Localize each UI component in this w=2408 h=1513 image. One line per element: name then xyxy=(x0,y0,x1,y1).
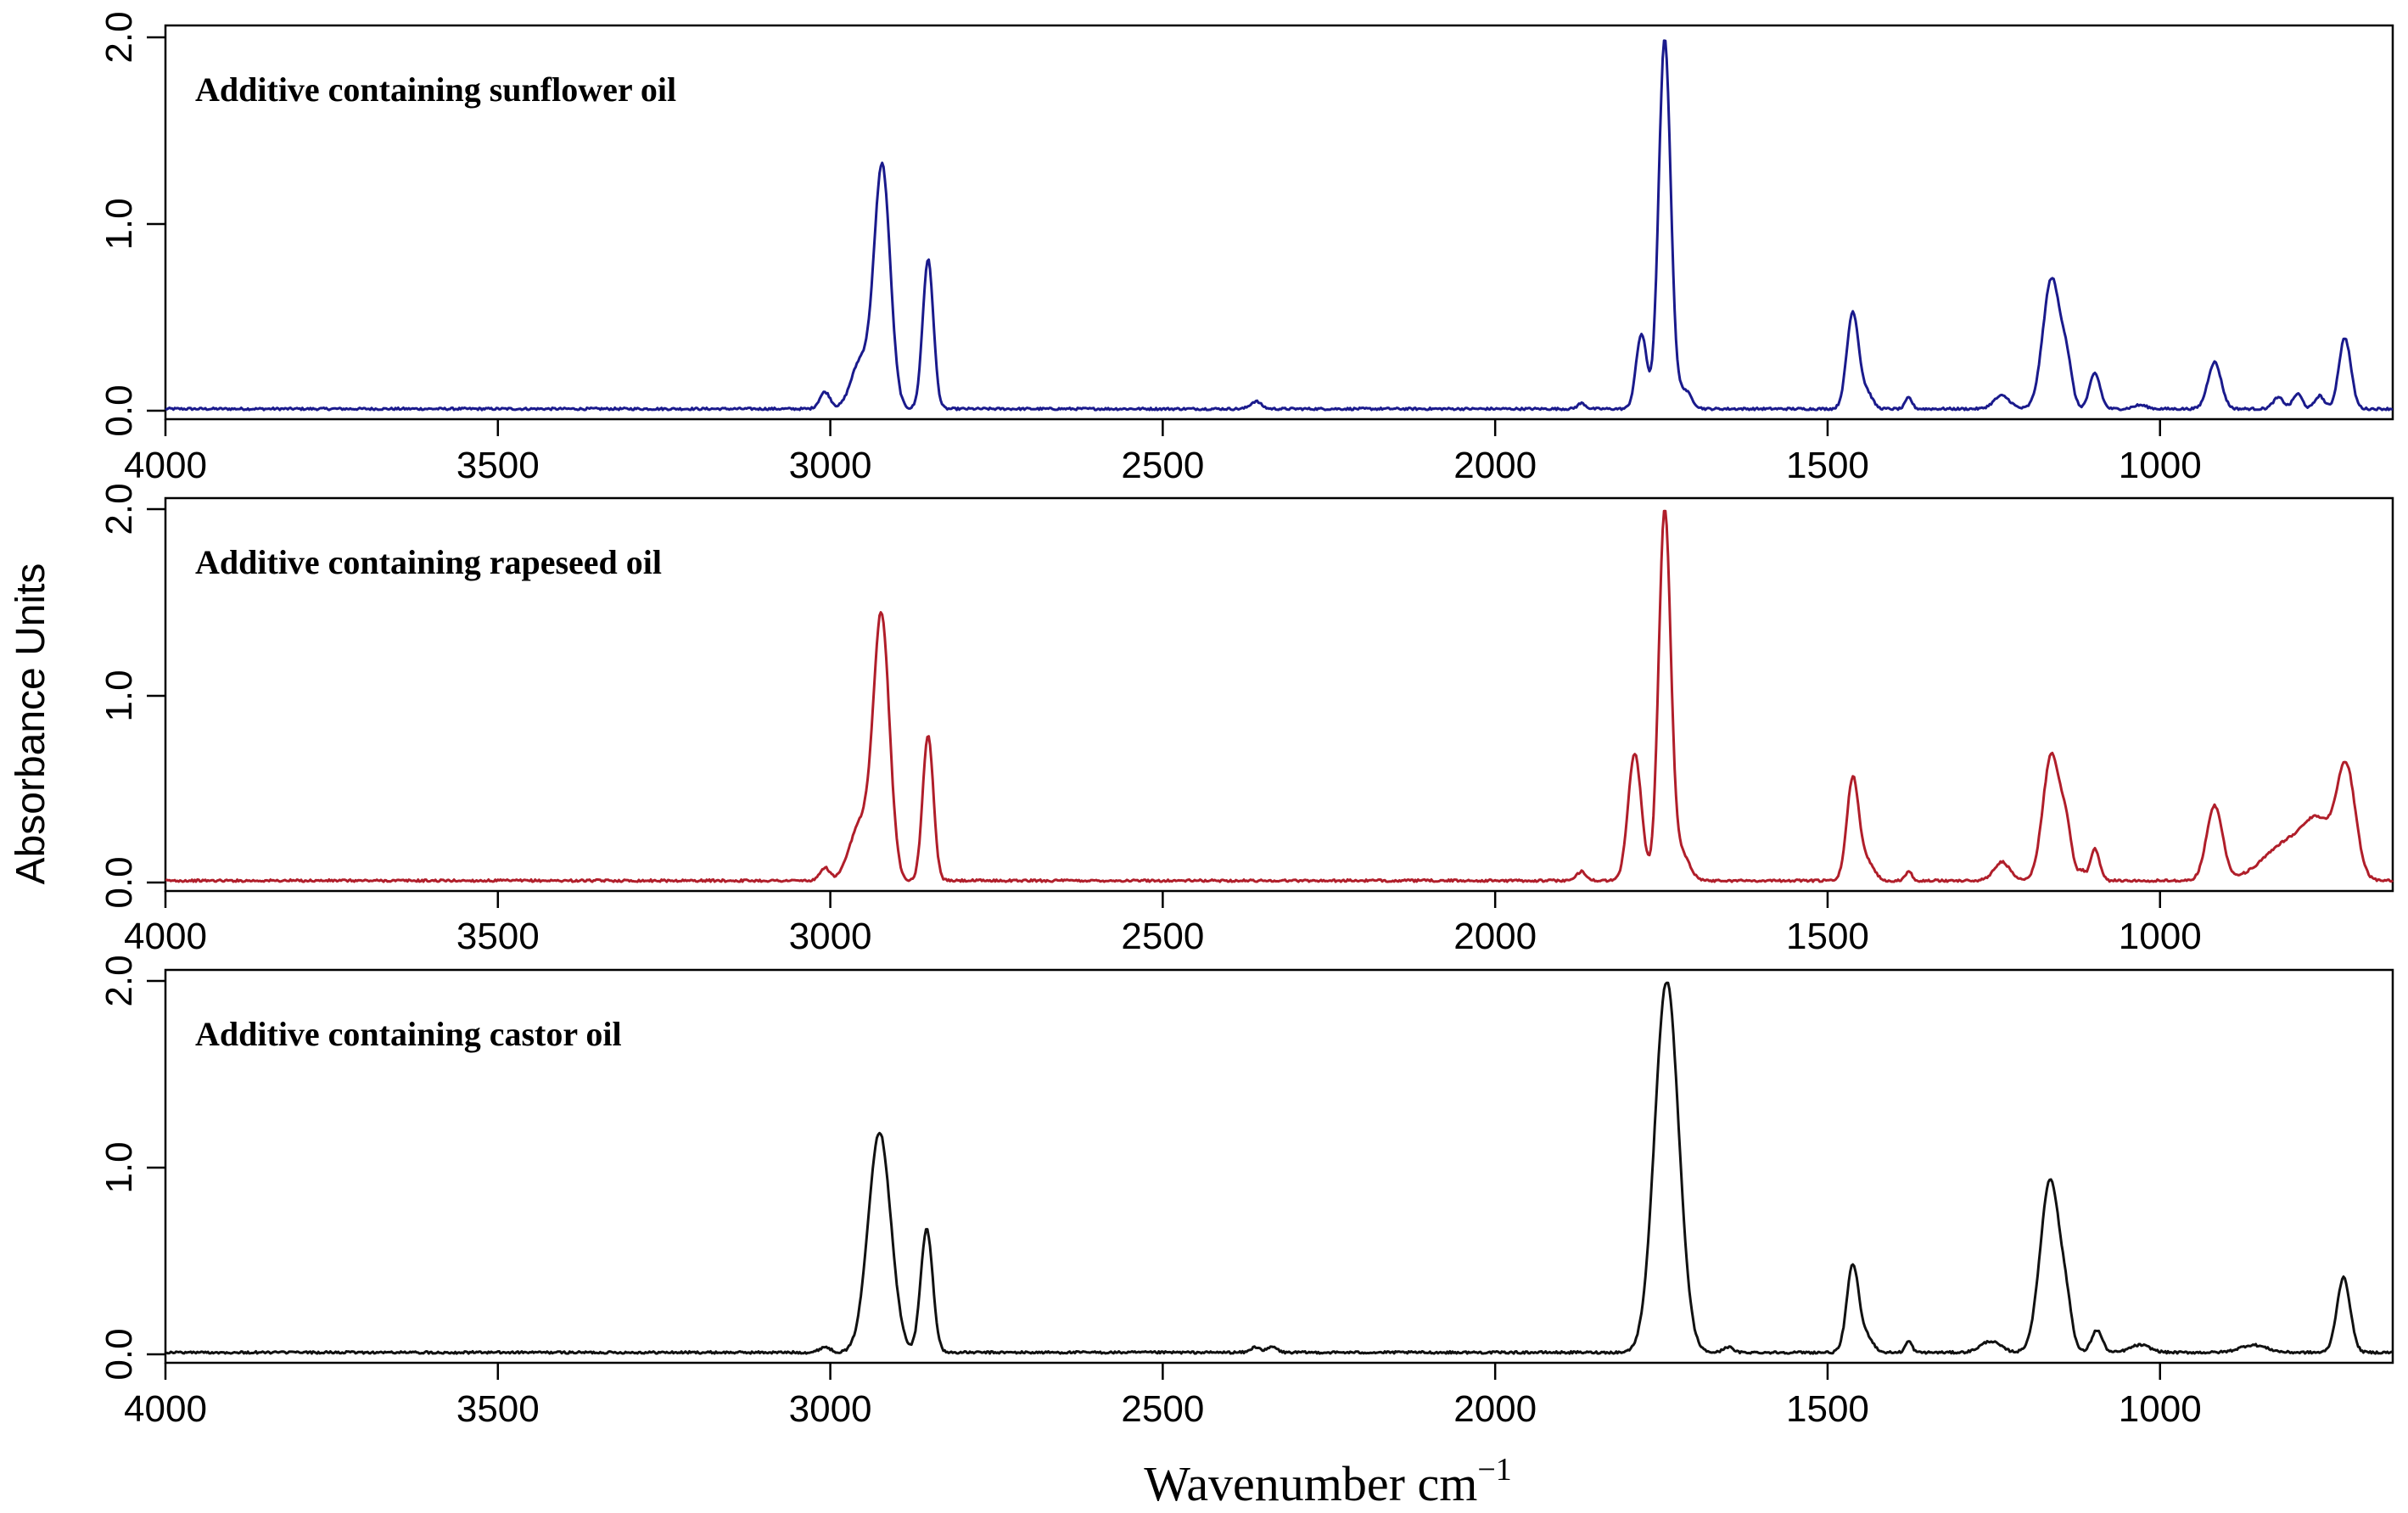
y-tick-label: 2.0 xyxy=(98,11,140,63)
x-tick-label: 2000 xyxy=(1453,445,1537,486)
x-tick-label: 1000 xyxy=(2119,916,2202,957)
x-axis-label-text: Wavenumber cm xyxy=(1144,1456,1477,1511)
panel-title: Additive containing rapeseed oil xyxy=(195,543,662,581)
y-tick-label: 2.0 xyxy=(98,955,140,1006)
x-tick-label: 2500 xyxy=(1121,916,1204,957)
y-tick-label: 2.0 xyxy=(98,483,140,535)
spectrum-line xyxy=(165,39,2394,412)
x-tick-label: 1000 xyxy=(2119,1388,2202,1430)
x-tick-label: 3000 xyxy=(789,445,872,486)
y-tick-label: 0.0 xyxy=(98,856,140,908)
y-tick-label: 1.0 xyxy=(98,670,140,721)
y-tick-label: 1.0 xyxy=(98,1141,140,1193)
panel-title: Additive containing sunflower oil xyxy=(195,70,676,109)
x-axis-label-superscript: −1 xyxy=(1477,1452,1511,1488)
x-tick-label: 2000 xyxy=(1453,1388,1537,1430)
panel-3: 0.0 1.0 2.0 4000 3500 3000 2500 2000 1500 1000 Add… xyxy=(98,955,2394,1430)
x-tick-label: 3500 xyxy=(456,916,540,957)
x-axis-label: Wavenumber cm−1 xyxy=(1144,1452,1512,1511)
x-tick-label: 4000 xyxy=(124,445,207,486)
x-tick-label: 3000 xyxy=(789,916,872,957)
panel-title: Additive containing castor oil xyxy=(195,1015,622,1053)
x-tick-label: 2500 xyxy=(1121,445,1204,486)
x-tick-label: 4000 xyxy=(124,916,207,957)
x-tick-label: 3500 xyxy=(456,1388,540,1430)
x-tick-label: 1500 xyxy=(1786,916,1869,957)
x-tick-label: 4000 xyxy=(124,1388,207,1430)
x-tick-label: 1500 xyxy=(1786,1388,1869,1430)
y-tick-label: 0.0 xyxy=(98,384,140,436)
y-axis-label: Absorbance Units xyxy=(8,563,53,885)
panel-1: 0.0 1.0 2.0 4000 3500 3000 2500 2000 1500 1000 Add… xyxy=(98,11,2394,486)
spectrum-line xyxy=(165,509,2394,883)
spectrum-line xyxy=(165,981,2394,1355)
x-tick-label: 2500 xyxy=(1121,1388,1204,1430)
y-tick-label: 1.0 xyxy=(98,198,140,249)
x-tick-label: 2000 xyxy=(1453,916,1537,957)
y-tick-label: 0.0 xyxy=(98,1328,140,1380)
panel-frame xyxy=(164,24,2394,421)
x-tick-label: 3500 xyxy=(456,445,540,486)
panel-frame xyxy=(164,968,2394,1365)
x-tick-label: 1000 xyxy=(2119,445,2202,486)
panel-frame xyxy=(164,496,2394,893)
x-tick-label: 3000 xyxy=(789,1388,872,1430)
panel-2: 0.0 1.0 2.0 4000 3500 3000 2500 2000 1500 1000 Add… xyxy=(98,483,2394,957)
x-tick-label: 1500 xyxy=(1786,445,1869,486)
